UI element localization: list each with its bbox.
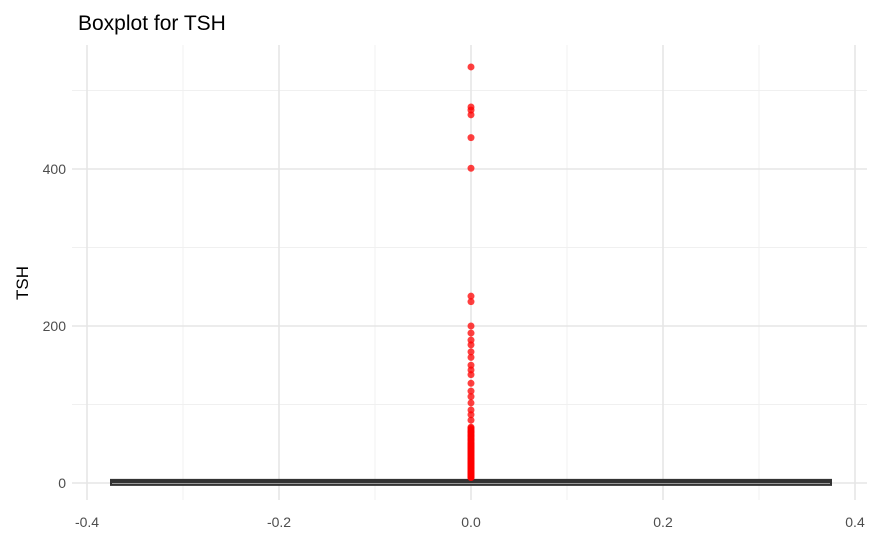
- outlier-point: [467, 379, 475, 387]
- y-tick-label: 400: [43, 161, 67, 177]
- outlier-point: [467, 393, 475, 401]
- outlier-point: [467, 348, 475, 356]
- outlier-point: [467, 134, 475, 142]
- chart-title: Boxplot for TSH: [78, 12, 226, 35]
- outlier-point: [467, 63, 475, 71]
- outlier-point: [467, 411, 475, 419]
- y-tick-label: 0: [58, 475, 66, 491]
- outlier-point: [467, 371, 475, 379]
- outlier-point: [467, 164, 475, 172]
- x-tick-label: -0.4: [75, 514, 99, 530]
- outlier-point: [467, 387, 475, 395]
- outlier-point: [467, 329, 475, 337]
- outlier-point: [467, 416, 475, 424]
- outlier-point: [467, 353, 475, 361]
- x-tick-label: 0.2: [653, 514, 673, 530]
- outlier-point: [467, 341, 475, 349]
- x-tick-label: 0.4: [845, 514, 865, 530]
- y-axis-label: TSH: [13, 266, 32, 300]
- outlier-point: [467, 111, 475, 119]
- x-tick-label: 0.0: [461, 514, 481, 530]
- x-tick-label: -0.2: [267, 514, 291, 530]
- outlier-point: [467, 399, 475, 407]
- y-tick-label: 200: [43, 318, 67, 334]
- outlier-point: [467, 322, 475, 330]
- outlier-point: [467, 298, 475, 306]
- outlier-point: [467, 292, 475, 300]
- outlier-point: [467, 424, 475, 432]
- outlier-points: [467, 63, 475, 482]
- tick-labels: -0.4 -0.2 0.0 0.2 0.4 0 200 400: [43, 161, 865, 530]
